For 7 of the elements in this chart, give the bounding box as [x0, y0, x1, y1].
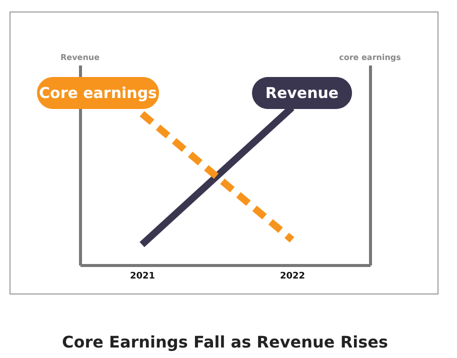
- x-tick-label: 2022: [280, 272, 306, 282]
- text: Core Earnings Fall as Revenue Rises: [62, 332, 388, 352]
- text: core earnings: [339, 53, 402, 62]
- series-label: Core earnings: [39, 84, 158, 102]
- text: Revenue: [60, 53, 100, 62]
- series-label: Revenue: [265, 84, 339, 102]
- x-tick-label: 2021: [130, 272, 156, 282]
